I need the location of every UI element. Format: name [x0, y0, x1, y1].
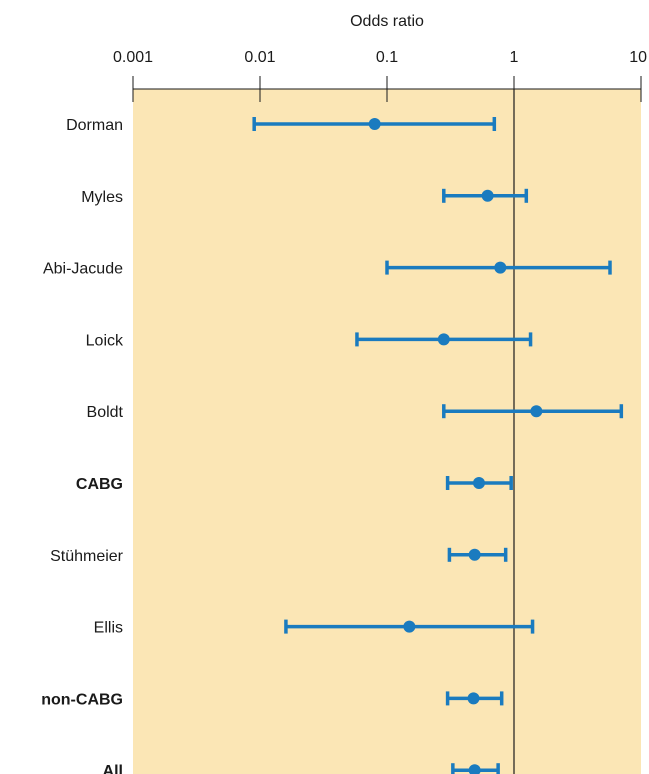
x-tick-label: 0.001: [113, 49, 153, 66]
study-row: Boldt: [87, 404, 624, 421]
x-axis-title: Odds ratio: [350, 13, 424, 30]
point-estimate: [468, 764, 481, 774]
plot-panel: [133, 89, 641, 774]
point-estimate: [368, 118, 381, 130]
study-row: Stühmeier: [50, 547, 508, 565]
study-label: Boldt: [87, 404, 124, 421]
point-estimate: [403, 620, 416, 633]
x-axis: 0.001 0.01 0.1 1 10: [113, 49, 647, 102]
study-rows: Dorman Myles Abi-Jacude Loick Boldt CABG Stühm…: [41, 117, 624, 774]
study-label: All: [103, 763, 123, 774]
study-label: Loick: [86, 332, 124, 349]
point-estimate: [481, 189, 494, 202]
point-estimate: [530, 405, 543, 418]
point-estimate: [472, 477, 485, 489]
study-label: Stühmeier: [50, 548, 124, 565]
study-label: non-CABG: [41, 691, 123, 708]
study-row: All: [103, 763, 500, 774]
study-label: CABG: [76, 476, 123, 493]
point-estimate: [437, 333, 450, 346]
study-row: CABG: [76, 476, 513, 493]
study-row: Myles: [81, 188, 529, 206]
point-estimate: [468, 548, 481, 561]
x-tick-label: 0.01: [244, 49, 275, 66]
study-label: Dorman: [66, 117, 123, 134]
point-estimate: [467, 692, 480, 705]
x-tick-label: 10: [629, 49, 647, 66]
study-label: Ellis: [94, 620, 123, 637]
x-tick-label: 1: [510, 49, 519, 66]
study-row: Loick: [86, 332, 533, 349]
study-row: non-CABG: [41, 691, 504, 708]
study-label: Abi-Jacude: [43, 261, 123, 278]
study-row: Dorman: [66, 117, 497, 134]
study-row: Ellis: [94, 619, 535, 637]
x-tick-label: 0.1: [376, 49, 398, 66]
study-label: Myles: [81, 189, 123, 206]
point-estimate: [494, 261, 507, 274]
study-row: Abi-Jacude: [43, 260, 612, 278]
